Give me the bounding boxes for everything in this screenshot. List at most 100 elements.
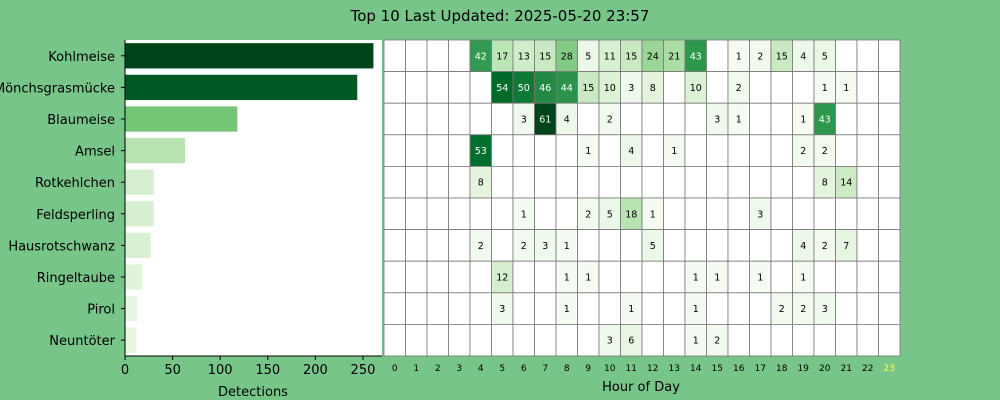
heatmap-cell bbox=[555, 134, 578, 167]
heatmap-cell bbox=[405, 260, 428, 294]
heatmap-cell bbox=[405, 165, 428, 199]
heatmap-cell bbox=[878, 102, 901, 136]
heatmap-cell bbox=[835, 292, 858, 325]
heatmap-cell bbox=[684, 165, 707, 199]
hour-tick-label: 20 bbox=[819, 364, 831, 374]
heatmap-cell bbox=[706, 229, 729, 262]
bar bbox=[125, 327, 137, 353]
heatmap-cell bbox=[770, 165, 793, 199]
heatmap-cell bbox=[878, 323, 901, 357]
heatmap-cell bbox=[534, 165, 557, 199]
heatmap-cell bbox=[856, 292, 879, 325]
heatmap-cell bbox=[727, 165, 750, 199]
heatmap-cell bbox=[383, 165, 406, 199]
heatmap-cell bbox=[577, 165, 600, 199]
heatmap-cell bbox=[426, 39, 449, 73]
cell-value-label: 11 bbox=[604, 51, 616, 62]
heatmap-cell bbox=[405, 71, 428, 104]
heatmap-cell bbox=[383, 229, 406, 262]
heatmap-cell bbox=[491, 102, 514, 136]
heatmap-cell bbox=[448, 229, 471, 262]
heatmap-cell bbox=[555, 197, 578, 231]
heatmap-cell bbox=[383, 260, 406, 294]
heatmap-cell bbox=[383, 102, 406, 136]
category-label: Kohlmeise bbox=[48, 50, 115, 65]
heatmap-cell bbox=[856, 197, 879, 231]
cell-value-label: 1 bbox=[521, 209, 527, 220]
heatmap-cell bbox=[383, 134, 406, 167]
heatmap-cell bbox=[491, 165, 514, 199]
cell-value-label: 7 bbox=[843, 241, 849, 252]
heatmap-cell bbox=[813, 323, 836, 357]
heatmap-cell bbox=[684, 102, 707, 136]
heatmap-cell bbox=[491, 323, 514, 357]
heatmap-cell bbox=[792, 71, 815, 104]
heatmap-cell bbox=[534, 323, 557, 357]
heatmap-cell bbox=[663, 71, 686, 104]
heatmap-cell bbox=[512, 134, 535, 167]
heatmap-cell bbox=[426, 134, 449, 167]
cell-value-label: 2 bbox=[607, 115, 613, 126]
cell-value-label: 21 bbox=[668, 51, 680, 62]
heatmap-cell bbox=[426, 197, 449, 231]
heatmap-cell bbox=[663, 292, 686, 325]
heatmap-cell bbox=[706, 39, 729, 73]
cell-value-label: 5 bbox=[650, 241, 656, 252]
hour-tick-label: 12 bbox=[647, 364, 658, 374]
heatmap-cell bbox=[749, 323, 772, 357]
cell-value-label: 1 bbox=[585, 146, 591, 157]
cell-value-label: 3 bbox=[499, 304, 505, 315]
hour-tick-label: 3 bbox=[456, 364, 462, 374]
heatmap-cell bbox=[856, 71, 879, 104]
heatmap-cell bbox=[727, 134, 750, 167]
cell-value-label: 1 bbox=[800, 273, 806, 284]
heatmap-cell bbox=[663, 165, 686, 199]
heatmap-cell bbox=[835, 260, 858, 294]
heatmap-cell bbox=[856, 134, 879, 167]
heatmap-cell bbox=[405, 197, 428, 231]
heatmap-cell bbox=[835, 323, 858, 357]
bar-x-axis-label: Detections bbox=[218, 385, 288, 400]
bar-chart-panel: Kohlmeise Mönchsgrasmücke Blaumeise Amsel Ro… bbox=[0, 40, 382, 378]
hour-tick-label: 21 bbox=[841, 364, 852, 374]
heatmap-cell bbox=[405, 323, 428, 357]
cell-value-label: 2 bbox=[779, 304, 785, 315]
cell-value-label: 1 bbox=[714, 273, 720, 284]
heatmap-cell bbox=[598, 260, 621, 294]
category-label: Mönchsgrasmücke bbox=[0, 81, 115, 96]
bar bbox=[125, 232, 151, 259]
heatmap-cell bbox=[534, 134, 557, 167]
hour-tick-label: 9 bbox=[585, 364, 591, 374]
heatmap-cell bbox=[749, 102, 772, 136]
cell-value-label: 61 bbox=[539, 115, 551, 126]
cell-value-label: 1 bbox=[757, 273, 763, 284]
heatmap-cell bbox=[835, 102, 858, 136]
heatmap-cell bbox=[405, 102, 428, 136]
heatmap-cell bbox=[405, 229, 428, 262]
heatmap-cell bbox=[641, 102, 664, 136]
heatmap-cell bbox=[770, 260, 793, 294]
heatmap-cell bbox=[491, 197, 514, 231]
heatmap-cell bbox=[426, 323, 449, 357]
heatmap-cell bbox=[770, 229, 793, 262]
cell-value-label: 24 bbox=[647, 51, 659, 62]
heatmap-cell bbox=[706, 71, 729, 104]
heatmap-cell bbox=[641, 323, 664, 357]
heatmap-cell bbox=[641, 134, 664, 167]
cell-value-label: 8 bbox=[822, 178, 828, 189]
heatmap-cell bbox=[448, 134, 471, 167]
heatmap-cell bbox=[878, 229, 901, 262]
cell-value-label: 3 bbox=[757, 209, 763, 220]
cell-value-label: 8 bbox=[478, 178, 484, 189]
heatmap-cell bbox=[448, 197, 471, 231]
bar bbox=[125, 106, 238, 132]
heatmap-cell bbox=[663, 197, 686, 231]
heatmap-cell bbox=[620, 165, 643, 199]
category-label: Neuntöter bbox=[49, 334, 115, 349]
heatmap-cell bbox=[749, 165, 772, 199]
heatmap-cell bbox=[878, 260, 901, 294]
bar bbox=[125, 295, 138, 322]
bar bbox=[125, 169, 154, 195]
x-tick-label: 50 bbox=[164, 363, 181, 378]
heatmap-cell bbox=[878, 134, 901, 167]
